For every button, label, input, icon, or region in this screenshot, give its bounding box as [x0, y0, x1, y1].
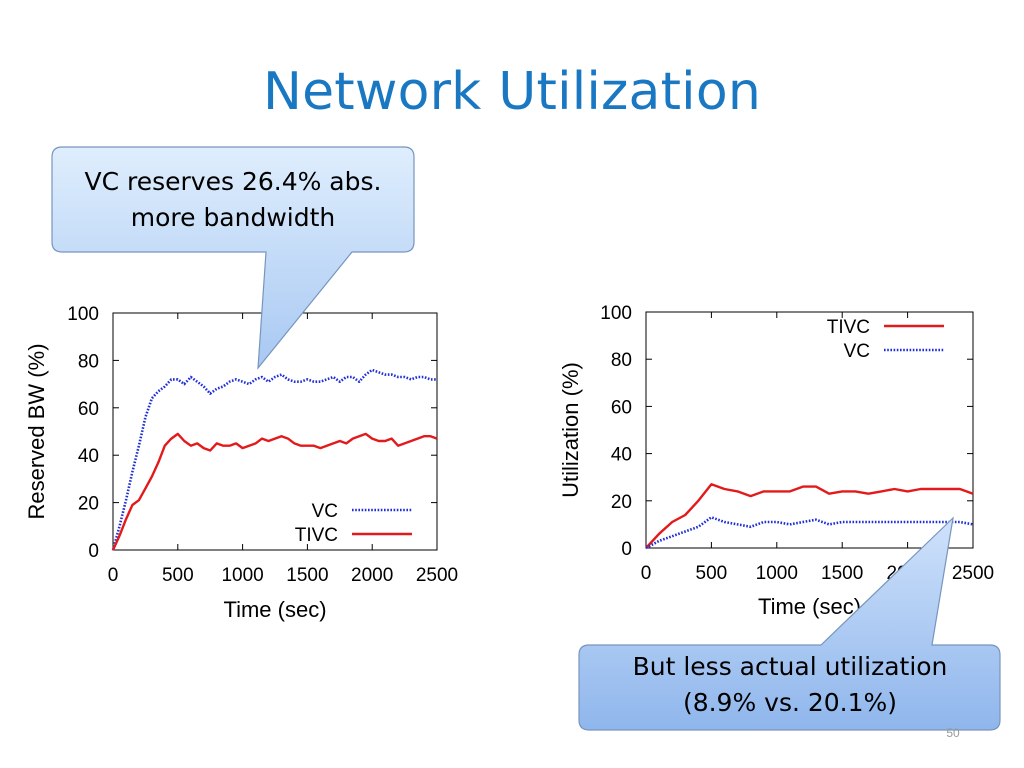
- y-axis-label: Utilization (%): [558, 362, 583, 498]
- callout-top-line2: more bandwidth: [130, 203, 336, 232]
- x-axis-label: Time (sec): [223, 597, 326, 622]
- slide-title: Network Utilization: [262, 62, 761, 122]
- x-tick-label: 1500: [286, 565, 328, 586]
- plot-frame: [645, 311, 974, 549]
- y-axis-label: Reserved BW (%): [24, 343, 49, 519]
- y-tick-label: 0: [621, 539, 632, 560]
- series-line-vc: [645, 515, 974, 550]
- x-tick-label: 1500: [821, 563, 863, 584]
- series-line-vc: [111, 368, 437, 551]
- callout-bottom: But less actual utilization (8.9% vs. 20…: [581, 649, 999, 721]
- legend-label-vc: VC: [312, 501, 338, 522]
- legend-label-tivc: TIVC: [295, 525, 338, 546]
- x-tick-label: 1000: [756, 563, 798, 584]
- callout-bottom-line1: But less actual utilization: [632, 652, 948, 681]
- callout-top-line1: VC reserves 26.4% abs.: [84, 167, 382, 196]
- series-line-tivc: [111, 432, 438, 551]
- x-tick-label: 500: [696, 563, 728, 584]
- x-tick-label: 2000: [351, 565, 393, 586]
- y-tick-label: 80: [611, 350, 632, 371]
- x-tick-label: 0: [641, 563, 652, 584]
- y-tick-label: 0: [88, 541, 99, 562]
- x-tick-label: 2500: [952, 563, 994, 584]
- x-tick-label: 2500: [416, 565, 458, 586]
- y-tick-label: 20: [611, 492, 632, 513]
- legend-label-tivc: TIVC: [827, 317, 870, 338]
- callout-bottom-bubble: [578, 516, 1001, 731]
- y-tick-label: 100: [67, 304, 99, 325]
- y-tick-label: 60: [78, 399, 99, 420]
- x-tick-label: 0: [108, 565, 119, 586]
- x-axis-label: Time (sec): [758, 594, 861, 619]
- y-tick-label: 60: [611, 397, 632, 418]
- y-tick-label: 40: [78, 446, 99, 467]
- page-number: 50: [946, 726, 960, 740]
- y-tick-label: 100: [600, 303, 632, 324]
- x-tick-label: 1000: [221, 565, 263, 586]
- callout-bottom-line2: (8.9% vs. 20.1%): [682, 688, 898, 717]
- callout-top: VC reserves 26.4% abs. more bandwidth: [54, 164, 412, 236]
- x-tick-label: 500: [162, 565, 194, 586]
- y-tick-label: 20: [78, 494, 99, 515]
- callout-top-bubble: [51, 146, 415, 370]
- legend-label-vc: VC: [844, 341, 870, 362]
- y-tick-label: 40: [611, 445, 632, 466]
- y-tick-label: 80: [78, 351, 99, 372]
- series-line-tivc: [645, 483, 974, 549]
